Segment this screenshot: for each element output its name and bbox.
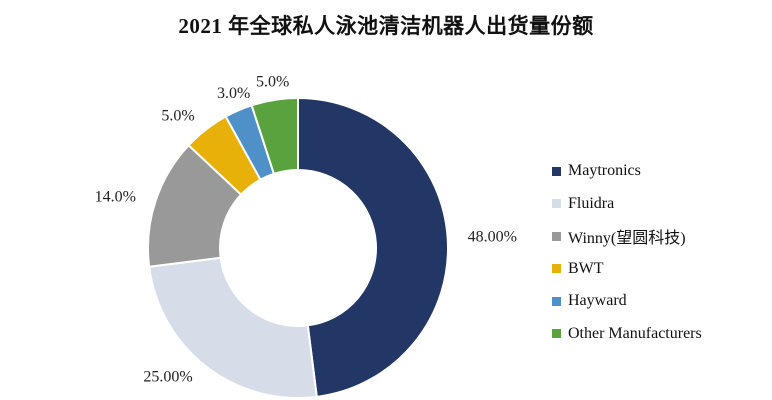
chart-title: 2021 年全球私人泳池清洁机器人出货量份额 [178,14,594,38]
slice-labels: 48.00% 25.00% 14.0% 5.0% 3.0% 5.0% [95,74,517,386]
data-label-other-manufacturers: 5.0% [256,74,289,91]
legend-swatch-winny [552,231,561,241]
slice-other-manufacturers [250,96,299,176]
donut-slices [147,96,449,399]
legend-label-hayward: Hayward [568,292,627,310]
legend-item-other-manufacturers: Other Manufacturers [552,318,702,351]
legend-item-hayward: Hayward [552,285,702,318]
legend-swatch-fluidra [552,199,561,209]
slice-fluidra [148,256,318,399]
data-label-maytronics: 48.00% [468,228,517,245]
legend-label-maytronics: Maytronics [568,162,641,180]
slice-maytronics [297,96,449,398]
legend-item-bwt: BWT [552,253,702,286]
data-label-fluidra: 25.00% [143,369,192,386]
legend-item-winny: Winny(望圆科技) [552,220,702,253]
legend-label-winny: Winny(望圆科技) [568,230,686,248]
data-label-winny: 14.0% [95,189,136,206]
legend-label-other-manufacturers: Other Manufacturers [568,324,702,342]
legend-swatch-bwt [552,264,561,274]
legend-item-maytronics: Maytronics [552,155,702,188]
legend-label-fluidra: Fluidra [568,194,615,212]
chart-legend: Maytronics Fluidra Winny(望圆科技) BWT Haywa… [552,155,702,350]
data-label-hayward: 3.0% [217,85,250,102]
legend-swatch-other-manufacturers [552,329,561,339]
legend-item-fluidra: Fluidra [552,188,702,221]
legend-swatch-hayward [552,296,561,306]
legend-label-bwt: BWT [568,259,604,277]
data-label-bwt: 5.0% [161,108,194,125]
legend-swatch-maytronics [552,166,561,176]
